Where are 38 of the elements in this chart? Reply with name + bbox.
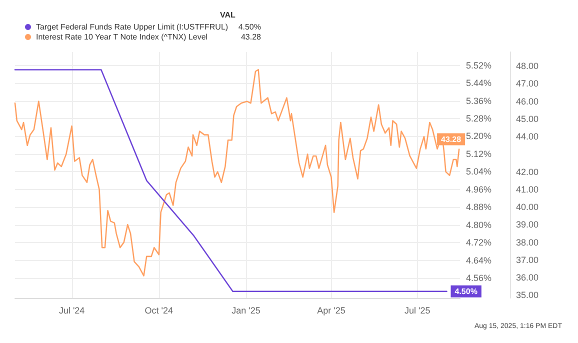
x-tick-label: Oct '24: [144, 306, 174, 316]
y-tick-label: 5.44%: [466, 78, 492, 88]
y2-tick-label: 40.00: [516, 202, 539, 212]
legend-label: Target Federal Funds Rate Upper Limit (I:USTFFRUL): [36, 22, 228, 32]
text: 43.28: [240, 32, 261, 42]
legend-label: Interest Rate 10 Year T Note Index (^TNX) Level: [36, 32, 208, 42]
y-tick-label: 5.04%: [466, 166, 492, 177]
y2-tick-label: 47.00: [516, 78, 539, 89]
text: 4.50%: [238, 22, 261, 32]
y2-tick-label: 48.00: [516, 61, 539, 72]
y-tick-label: 4.96%: [466, 184, 492, 194]
y-tick-label: 5.36%: [466, 96, 492, 106]
y2-tick-label: 37.00: [516, 254, 539, 265]
y-tick-label: 5.20%: [466, 131, 492, 142]
y2-tick-label: 42.00: [516, 166, 539, 177]
x-tick-label: Jul '25: [404, 306, 430, 316]
y2-tick-label: 44.00: [516, 132, 539, 142]
data-label: 4.50%: [454, 286, 478, 296]
y-tick-label: 4.72%: [466, 238, 492, 248]
y2-tick-label: 36.00: [516, 272, 539, 283]
y-tick-label: 4.56%: [466, 273, 492, 284]
y-tick-label: 5.12%: [466, 148, 492, 159]
y2-tick-label: 46.00: [516, 96, 539, 106]
y-tick-label: 5.52%: [466, 60, 492, 70]
y2-tick-label: 39.00: [516, 220, 539, 230]
x-tick-label: Apr '25: [317, 306, 346, 316]
data-label: 43.28: [441, 134, 462, 144]
y-tick-label: 4.64%: [466, 255, 492, 266]
y-tick-label: 5.28%: [466, 113, 492, 124]
y2-tick-label: 38.00: [516, 237, 539, 248]
y2-tick-label: 45.00: [516, 114, 539, 124]
x-tick-label: Jan '25: [232, 306, 260, 316]
x-tick-label: Jul '24: [58, 306, 85, 316]
y-tick-label: 4.88%: [466, 202, 492, 212]
y-tick-label: 4.80%: [466, 220, 492, 230]
y2-tick-label: 35.00: [516, 290, 539, 300]
legend-title: VAL: [220, 10, 236, 20]
y2-tick-label: 41.00: [516, 184, 539, 194]
